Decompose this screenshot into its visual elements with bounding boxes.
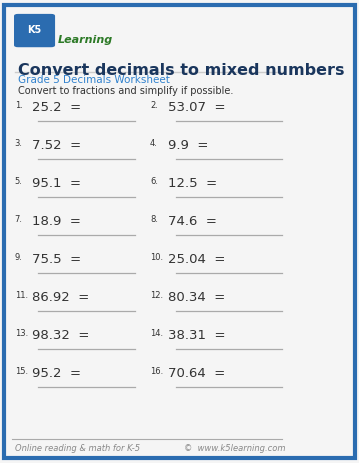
- Text: 12.5  =: 12.5 =: [168, 177, 217, 190]
- Text: 4.: 4.: [150, 139, 158, 148]
- Text: 14.: 14.: [150, 329, 163, 338]
- Text: 80.34  =: 80.34 =: [168, 291, 225, 304]
- FancyBboxPatch shape: [14, 14, 55, 47]
- Text: 86.92  =: 86.92 =: [32, 291, 90, 304]
- Text: 75.5  =: 75.5 =: [32, 253, 81, 266]
- Text: 7.52  =: 7.52 =: [32, 139, 81, 152]
- Text: 25.04  =: 25.04 =: [168, 253, 225, 266]
- Text: 1.: 1.: [15, 101, 23, 110]
- Text: 5.: 5.: [15, 177, 23, 186]
- Text: 7.: 7.: [15, 215, 23, 224]
- Text: 25.2  =: 25.2 =: [32, 101, 81, 114]
- Text: Convert decimals to mixed numbers: Convert decimals to mixed numbers: [18, 63, 344, 77]
- Text: 53.07  =: 53.07 =: [168, 101, 225, 114]
- Text: 18.9  =: 18.9 =: [32, 215, 81, 228]
- Text: 98.32  =: 98.32 =: [32, 329, 90, 342]
- Text: 38.31  =: 38.31 =: [168, 329, 225, 342]
- Text: K5: K5: [27, 25, 42, 35]
- Text: 8.: 8.: [150, 215, 158, 224]
- Text: 95.1  =: 95.1 =: [32, 177, 81, 190]
- Text: 9.: 9.: [15, 253, 23, 262]
- Text: 2.: 2.: [150, 101, 158, 110]
- Text: 74.6  =: 74.6 =: [168, 215, 216, 228]
- Text: 70.64  =: 70.64 =: [168, 367, 225, 380]
- Text: 6.: 6.: [150, 177, 158, 186]
- Text: 10.: 10.: [150, 253, 163, 262]
- Text: 12.: 12.: [150, 291, 163, 300]
- Text: 9.9  =: 9.9 =: [168, 139, 208, 152]
- Text: Online reading & math for K-5: Online reading & math for K-5: [15, 444, 140, 452]
- Text: 11.: 11.: [15, 291, 28, 300]
- Text: Learning: Learning: [57, 35, 113, 45]
- Text: Grade 5 Decimals Worksheet: Grade 5 Decimals Worksheet: [18, 75, 169, 85]
- Text: Convert to fractions and simplify if possible.: Convert to fractions and simplify if pos…: [18, 86, 233, 96]
- Text: 15.: 15.: [15, 367, 28, 375]
- Text: 95.2  =: 95.2 =: [32, 367, 81, 380]
- Text: 13.: 13.: [15, 329, 28, 338]
- Text: ©  www.k5learning.com: © www.k5learning.com: [184, 444, 285, 452]
- Text: 16.: 16.: [150, 367, 163, 375]
- Text: 3.: 3.: [15, 139, 23, 148]
